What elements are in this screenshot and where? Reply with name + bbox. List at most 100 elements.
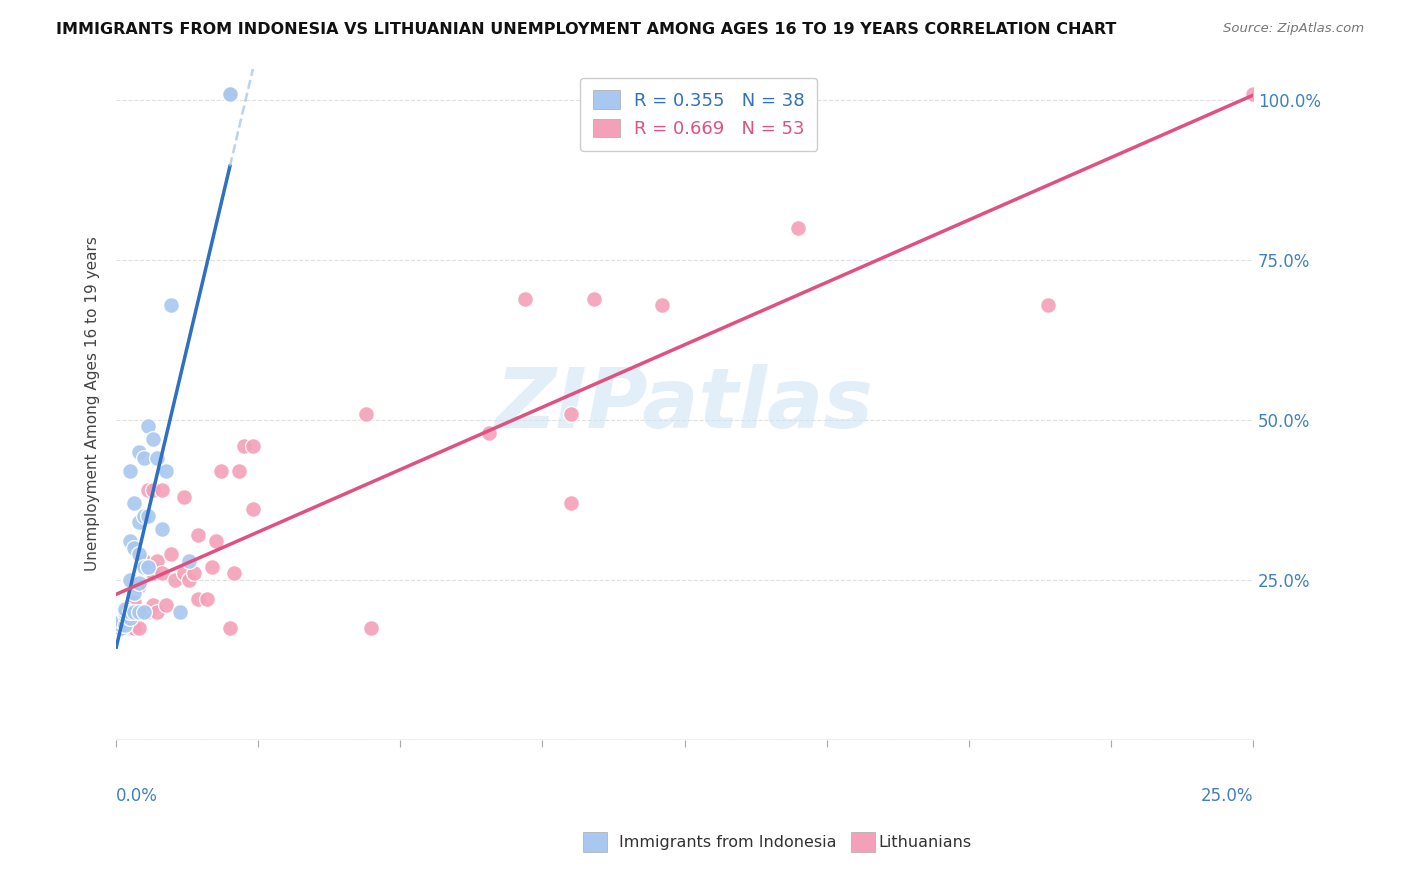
Point: [187, 528, 209, 542]
Point: [177, 553, 200, 567]
Point: [114, 601, 136, 615]
Point: [150, 522, 173, 536]
Point: [150, 566, 173, 581]
Point: [128, 605, 150, 619]
Point: [110, 615, 132, 629]
Point: [114, 605, 136, 619]
Text: Immigrants from Indonesia: Immigrants from Indonesia: [619, 836, 837, 850]
Point: [142, 432, 165, 446]
Point: [173, 566, 195, 581]
Point: [114, 607, 136, 622]
Point: [132, 605, 155, 619]
Point: [195, 591, 218, 606]
Point: [209, 464, 232, 478]
Point: [155, 599, 177, 613]
Point: [356, 407, 378, 421]
Point: [232, 439, 254, 453]
Point: [118, 464, 141, 478]
Point: [136, 605, 159, 619]
Point: [136, 483, 159, 498]
Point: [132, 560, 155, 574]
Point: [187, 591, 209, 606]
Point: [128, 516, 150, 530]
Point: [128, 621, 150, 635]
Point: [132, 451, 155, 466]
Point: [110, 621, 132, 635]
Point: [128, 547, 150, 561]
Point: [118, 573, 141, 587]
Point: [159, 298, 181, 312]
Point: [124, 585, 146, 599]
Point: [242, 439, 264, 453]
Text: IMMIGRANTS FROM INDONESIA VS LITHUANIAN UNEMPLOYMENT AMONG AGES 16 TO 19 YEARS C: IMMIGRANTS FROM INDONESIA VS LITHUANIAN …: [56, 22, 1116, 37]
Point: [177, 573, 200, 587]
Legend: R = 0.355   N = 38, R = 0.669   N = 53: R = 0.355 N = 38, R = 0.669 N = 53: [579, 78, 817, 151]
Point: [128, 576, 150, 591]
Point: [205, 534, 228, 549]
Point: [136, 508, 159, 523]
Point: [219, 87, 242, 101]
Point: [118, 607, 141, 622]
Point: [219, 621, 242, 635]
Point: [159, 547, 181, 561]
Point: [155, 464, 177, 478]
Point: [146, 553, 169, 567]
Point: [118, 621, 141, 635]
Point: [132, 553, 155, 567]
Point: [173, 490, 195, 504]
Point: [146, 451, 169, 466]
Point: [124, 496, 146, 510]
Point: [142, 599, 165, 613]
Point: [124, 621, 146, 635]
Point: [124, 607, 146, 622]
Point: [136, 560, 159, 574]
Point: [142, 566, 165, 581]
Point: [118, 534, 141, 549]
Point: [560, 407, 582, 421]
Point: [132, 605, 155, 619]
Point: [136, 419, 159, 434]
Text: Source: ZipAtlas.com: Source: ZipAtlas.com: [1223, 22, 1364, 36]
Point: [114, 607, 136, 622]
Point: [146, 605, 169, 619]
Point: [128, 579, 150, 593]
Point: [201, 560, 224, 574]
Point: [128, 605, 150, 619]
Point: [124, 595, 146, 609]
Point: [242, 502, 264, 516]
Point: [114, 617, 136, 632]
Y-axis label: Unemployment Among Ages 16 to 19 years: Unemployment Among Ages 16 to 19 years: [86, 236, 100, 572]
Point: [132, 508, 155, 523]
Point: [224, 566, 246, 581]
Point: [183, 566, 205, 581]
Point: [360, 621, 382, 635]
Point: [787, 221, 810, 235]
Point: [515, 292, 537, 306]
Point: [169, 605, 191, 619]
Text: ZIPatlas: ZIPatlas: [496, 364, 873, 444]
Point: [478, 425, 501, 440]
Point: [110, 621, 132, 635]
Point: [165, 573, 187, 587]
Point: [228, 464, 250, 478]
Point: [219, 87, 242, 101]
Point: [1241, 87, 1264, 101]
Point: [582, 292, 605, 306]
Point: [118, 611, 141, 625]
Text: 25.0%: 25.0%: [1201, 787, 1253, 805]
Point: [124, 541, 146, 555]
Point: [150, 483, 173, 498]
Point: [118, 605, 141, 619]
Point: [219, 87, 242, 101]
Point: [142, 483, 165, 498]
Point: [110, 615, 132, 629]
Text: Lithuanians: Lithuanians: [879, 836, 972, 850]
Point: [560, 496, 582, 510]
Text: 0.0%: 0.0%: [117, 787, 157, 805]
Point: [114, 617, 136, 632]
Point: [110, 617, 132, 632]
Point: [1038, 298, 1060, 312]
Point: [128, 445, 150, 459]
Point: [124, 605, 146, 619]
Point: [651, 298, 673, 312]
